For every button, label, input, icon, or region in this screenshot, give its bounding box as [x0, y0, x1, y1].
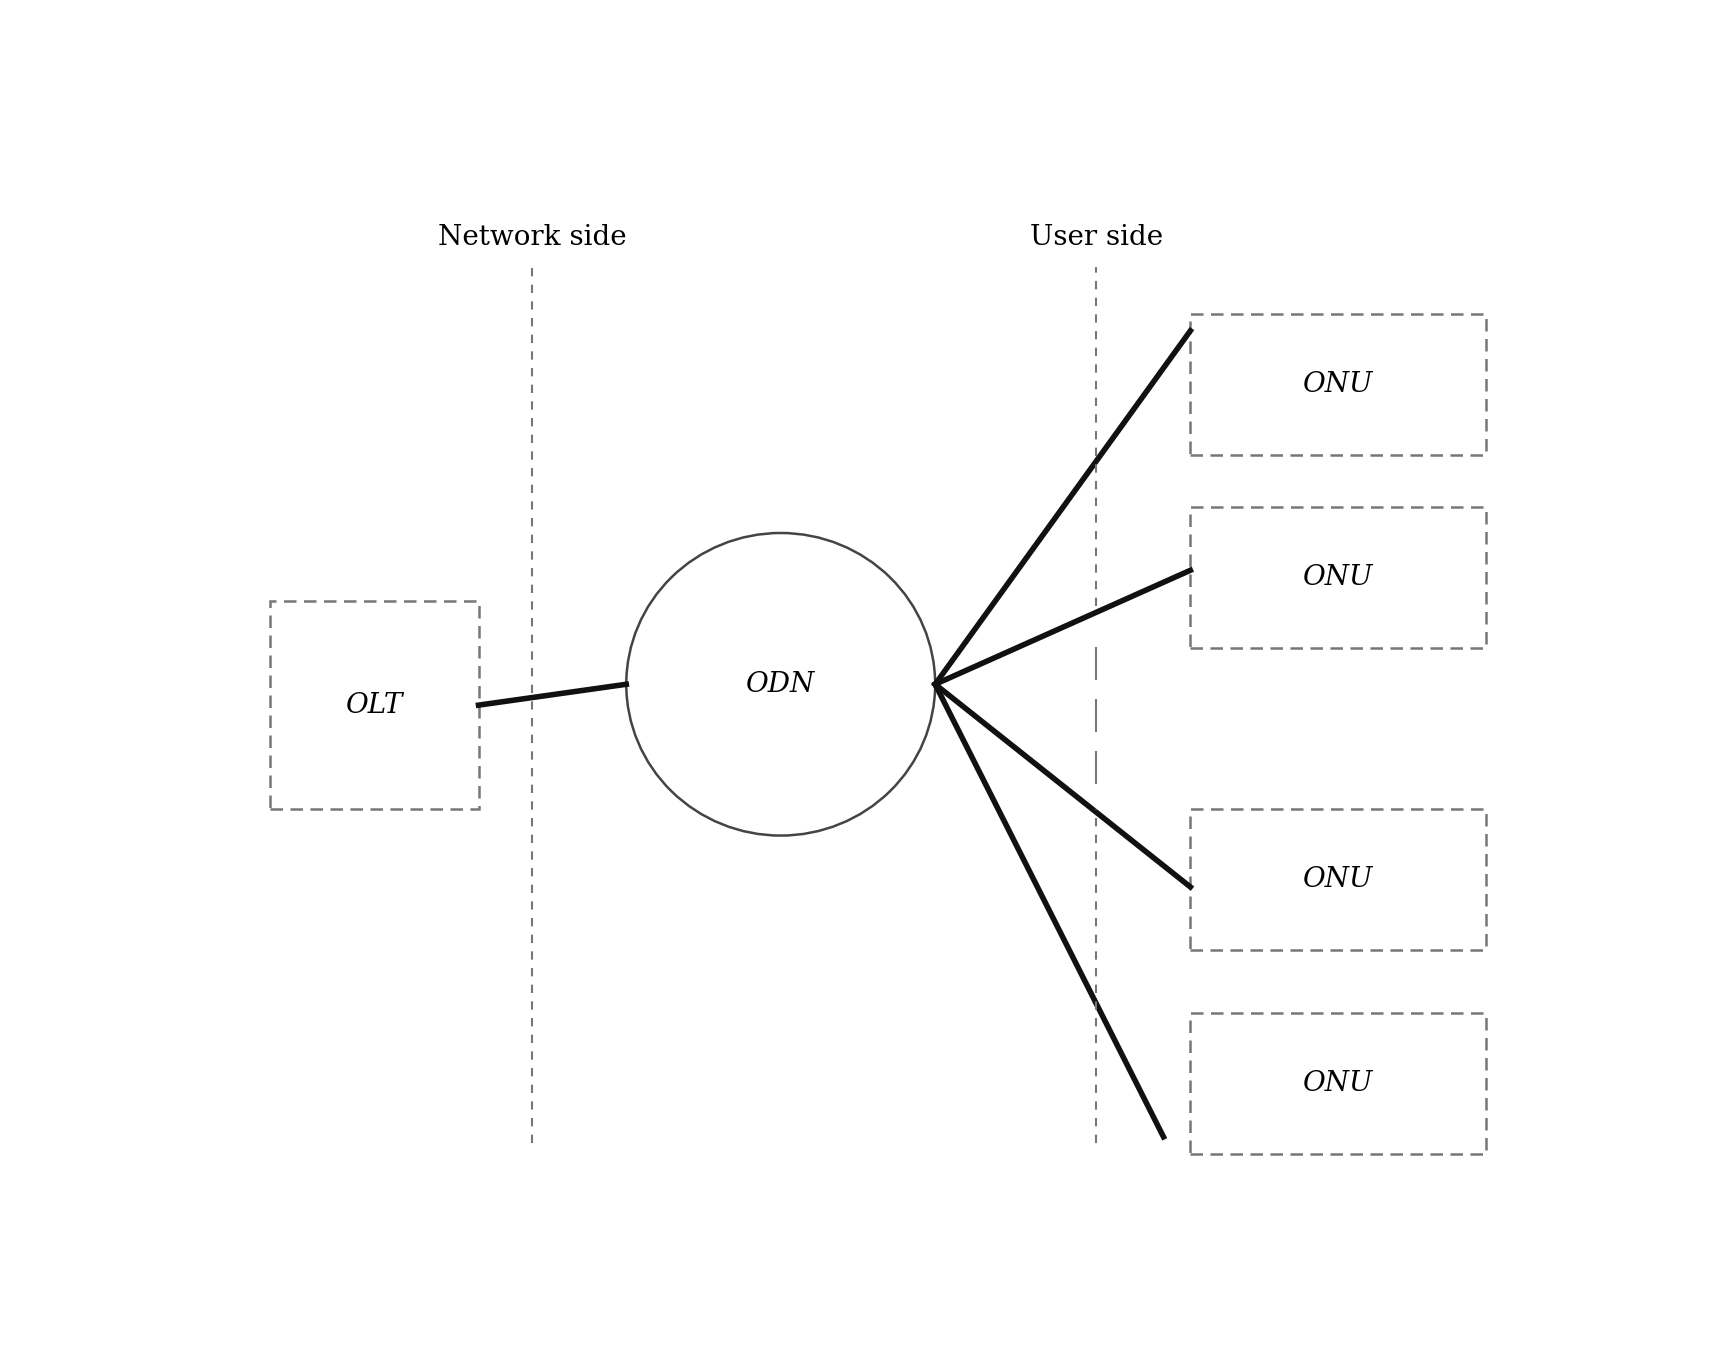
Bar	[270, 600, 478, 809]
Text: User side: User side	[1029, 225, 1162, 251]
Bar	[1190, 507, 1484, 648]
Text: ONU: ONU	[1302, 564, 1372, 591]
Bar	[1190, 314, 1484, 455]
Text: ONU: ONU	[1302, 371, 1372, 398]
Text: OLT: OLT	[346, 691, 404, 718]
Bar	[1190, 809, 1484, 950]
Text: ONU: ONU	[1302, 866, 1372, 893]
Ellipse shape	[625, 533, 935, 836]
Text: Network side: Network side	[438, 225, 627, 251]
Text: ONU: ONU	[1302, 1070, 1372, 1096]
Bar	[1190, 1014, 1484, 1154]
Text: ODN: ODN	[746, 671, 814, 698]
